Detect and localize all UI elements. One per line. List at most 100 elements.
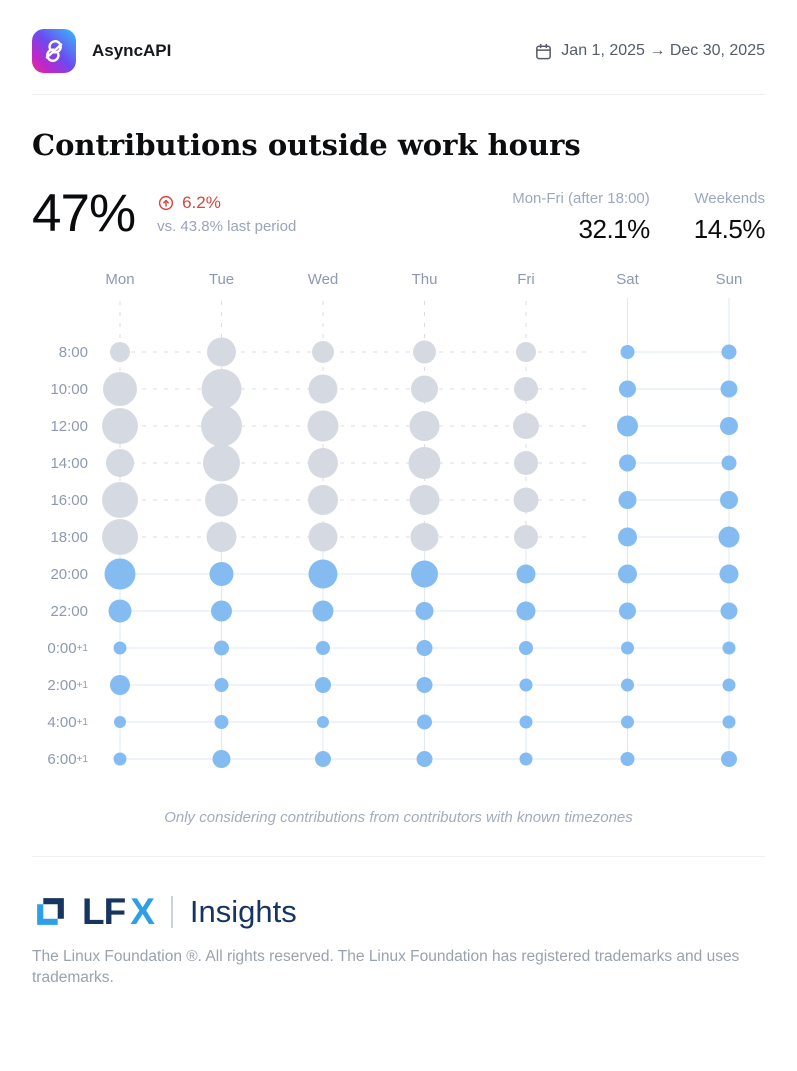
chart-bubble[interactable] xyxy=(720,417,738,435)
chart-bubble[interactable] xyxy=(416,677,433,693)
chart-bubble[interactable] xyxy=(621,641,634,655)
date-range: Jan 1, 2025 → Dec 30, 2025 xyxy=(534,42,765,61)
chart-bubble[interactable] xyxy=(621,715,634,729)
chart-bubble[interactable] xyxy=(308,559,338,589)
svg-text:0:00+1: 0:00+1 xyxy=(47,640,88,657)
chart-bubble[interactable] xyxy=(416,751,433,767)
chart-bubble[interactable] xyxy=(307,410,339,442)
chart-bubble[interactable] xyxy=(719,564,739,584)
chart-bubble[interactable] xyxy=(315,677,331,693)
chart-bubble[interactable] xyxy=(201,369,242,409)
chart-bubble[interactable] xyxy=(721,344,737,360)
chart-bubble[interactable] xyxy=(519,641,533,655)
chart-bubble[interactable] xyxy=(315,751,331,767)
chart-bubble[interactable] xyxy=(720,602,738,620)
chart-bubble[interactable] xyxy=(411,375,438,403)
chart-bubble[interactable] xyxy=(108,599,132,623)
chart-bubble[interactable] xyxy=(417,714,432,730)
breakdown-weekdays: Mon-Fri (after 18:00) 32.1% xyxy=(512,190,650,245)
svg-text:14:00: 14:00 xyxy=(50,455,88,472)
svg-text:20:00: 20:00 xyxy=(50,566,88,583)
chart-bubble[interactable] xyxy=(408,447,441,479)
chart-bubble[interactable] xyxy=(316,641,330,655)
chart-bubble[interactable] xyxy=(618,564,637,584)
svg-text:12:00: 12:00 xyxy=(50,418,88,435)
chart-bubble[interactable] xyxy=(722,641,736,655)
svg-text:Sun: Sun xyxy=(716,271,743,288)
chart-bubble[interactable] xyxy=(618,527,637,547)
chart-bubble[interactable] xyxy=(211,600,232,622)
chart-bubble[interactable] xyxy=(415,602,434,620)
chart-bubble[interactable] xyxy=(214,715,229,729)
chart-bubble[interactable] xyxy=(308,448,338,478)
chart-bubble[interactable] xyxy=(516,564,536,584)
chart-bubble[interactable] xyxy=(411,560,438,588)
chart-bubble[interactable] xyxy=(203,444,240,482)
chart-bubble[interactable] xyxy=(214,678,229,692)
svg-text:Thu: Thu xyxy=(412,271,438,288)
chart-bubble[interactable] xyxy=(619,602,636,620)
chart-bubble[interactable] xyxy=(102,519,138,555)
chart-bubble[interactable] xyxy=(721,455,737,471)
chart-bubble[interactable] xyxy=(514,451,538,475)
chart-bubble[interactable] xyxy=(621,678,634,692)
chart-bubble[interactable] xyxy=(312,341,334,363)
svg-text:22:00: 22:00 xyxy=(50,603,88,620)
chart-bubble[interactable] xyxy=(102,482,138,518)
chart-bubble[interactable] xyxy=(720,380,738,398)
chart-bubble[interactable] xyxy=(514,377,538,401)
footer-logo-divider xyxy=(170,895,173,928)
chart-bubble[interactable] xyxy=(104,558,136,590)
chart-bubble[interactable] xyxy=(113,752,127,766)
chart-bubble[interactable] xyxy=(617,415,638,437)
chart-bubble[interactable] xyxy=(718,526,740,548)
chart-bubble[interactable] xyxy=(513,487,539,513)
chart-bubble[interactable] xyxy=(619,380,636,398)
breakdown-weekends: Weekends 14.5% xyxy=(694,190,766,245)
chart-bubble[interactable] xyxy=(312,600,334,622)
chart-bubble[interactable] xyxy=(409,485,440,515)
chart-bubble[interactable] xyxy=(416,640,433,656)
breakdown-value: 32.1% xyxy=(578,214,651,244)
chart-bubble[interactable] xyxy=(722,678,736,692)
chart-bubble[interactable] xyxy=(619,454,636,472)
lfx-bracket-icon xyxy=(32,893,69,930)
chart-bubble[interactable] xyxy=(620,752,635,766)
footer: LF X Insights The Linux Foundation ®. All… xyxy=(32,893,765,988)
chart-bubble[interactable] xyxy=(618,491,637,509)
chart-bubble[interactable] xyxy=(113,641,127,655)
chart-bubble[interactable] xyxy=(205,483,238,517)
chart-bubble[interactable] xyxy=(519,678,533,692)
chart-bubble[interactable] xyxy=(317,716,329,728)
chart-bubble[interactable] xyxy=(308,522,338,552)
chart-bubble[interactable] xyxy=(209,562,234,586)
chart-bubble[interactable] xyxy=(201,405,242,447)
chart-bubble[interactable] xyxy=(514,525,538,549)
chart-bubble[interactable] xyxy=(206,522,237,552)
chart-bubble[interactable] xyxy=(519,752,533,766)
chart-bubble[interactable] xyxy=(103,372,137,406)
chart-bubble[interactable] xyxy=(102,408,138,444)
chart-bubble[interactable] xyxy=(308,485,338,515)
chart-bubble[interactable] xyxy=(513,413,539,439)
chart-bubble[interactable] xyxy=(110,675,130,695)
chart-bubble[interactable] xyxy=(214,640,229,656)
chart-bubble[interactable] xyxy=(110,342,130,362)
chart-bubble[interactable] xyxy=(114,716,126,728)
chart-bubble[interactable] xyxy=(720,491,738,509)
chart-bubble[interactable] xyxy=(212,750,231,768)
page-title: Contributions outside work hours xyxy=(32,128,581,162)
chart-bubble[interactable] xyxy=(519,715,533,729)
chart-bubble[interactable] xyxy=(722,715,736,729)
chart-bubble[interactable] xyxy=(410,523,439,551)
chart-bubble[interactable] xyxy=(721,751,737,767)
chart-bubble[interactable] xyxy=(308,374,338,404)
punchcard-chart[interactable]: Mon Tue Wed Thu Fri Sat Sun 8:00 10:00 12:00 14:00… xyxy=(32,265,765,785)
chart-bubble[interactable] xyxy=(409,411,440,441)
chart-bubble[interactable] xyxy=(106,449,134,477)
chart-bubble[interactable] xyxy=(620,345,635,359)
chart-bubble[interactable] xyxy=(516,601,536,621)
chart-bubble[interactable] xyxy=(207,337,236,367)
chart-bubble[interactable] xyxy=(516,342,536,362)
chart-bubble[interactable] xyxy=(413,340,436,364)
